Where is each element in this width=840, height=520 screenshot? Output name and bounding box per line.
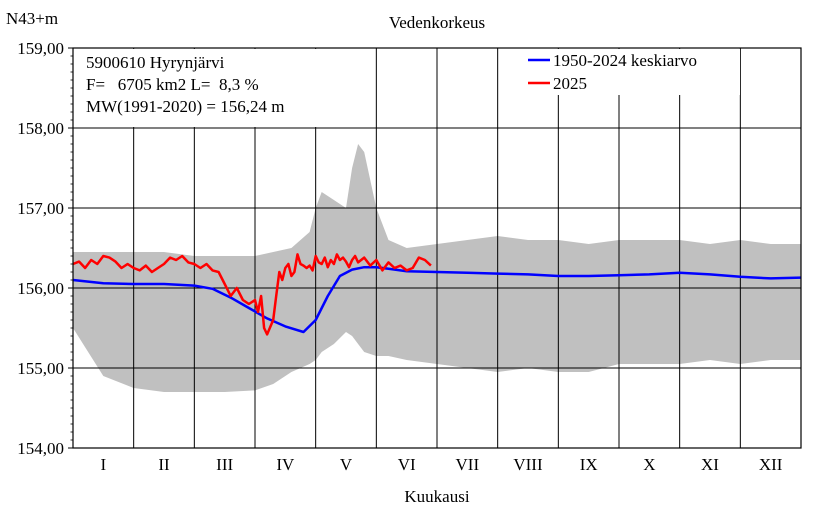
month-label: II [158,455,170,474]
y-tick-label: 159,00 [17,39,64,58]
month-label: IV [276,455,295,474]
x-axis-label: Kuukausi [404,487,469,506]
y-axis-unit: N43+m [6,9,58,28]
month-label: VI [398,455,416,474]
month-label: X [643,455,655,474]
month-label: VII [456,455,480,474]
month-label: VIII [513,455,543,474]
y-tick-label: 156,00 [17,279,64,298]
y-tick-label: 154,00 [17,439,64,458]
month-label: XII [759,455,783,474]
month-label: I [100,455,106,474]
month-label: III [216,455,233,474]
info-box [74,49,334,127]
legend-label-current: 2025 [553,74,587,93]
y-tick-label: 157,00 [17,199,64,218]
info-line-area: F= 6705 km2 L= 8,3 % [86,75,259,94]
current-year-series-line [72,253,432,336]
month-label: XI [701,455,719,474]
legend-box [525,49,740,95]
info-line-mean-water: MW(1991-2020) = 156,24 m [86,97,284,116]
month-label: V [340,455,353,474]
chart-title: Vedenkorkeus [389,13,485,32]
y-tick-label: 155,00 [17,359,64,378]
month-label: IX [580,455,598,474]
info-line-station: 5900610 Hyrynjärvi [86,53,225,72]
legend-label-mean: 1950-2024 keskiarvo [553,51,697,70]
mean-series-line [72,265,802,334]
y-tick-label: 158,00 [17,119,64,138]
